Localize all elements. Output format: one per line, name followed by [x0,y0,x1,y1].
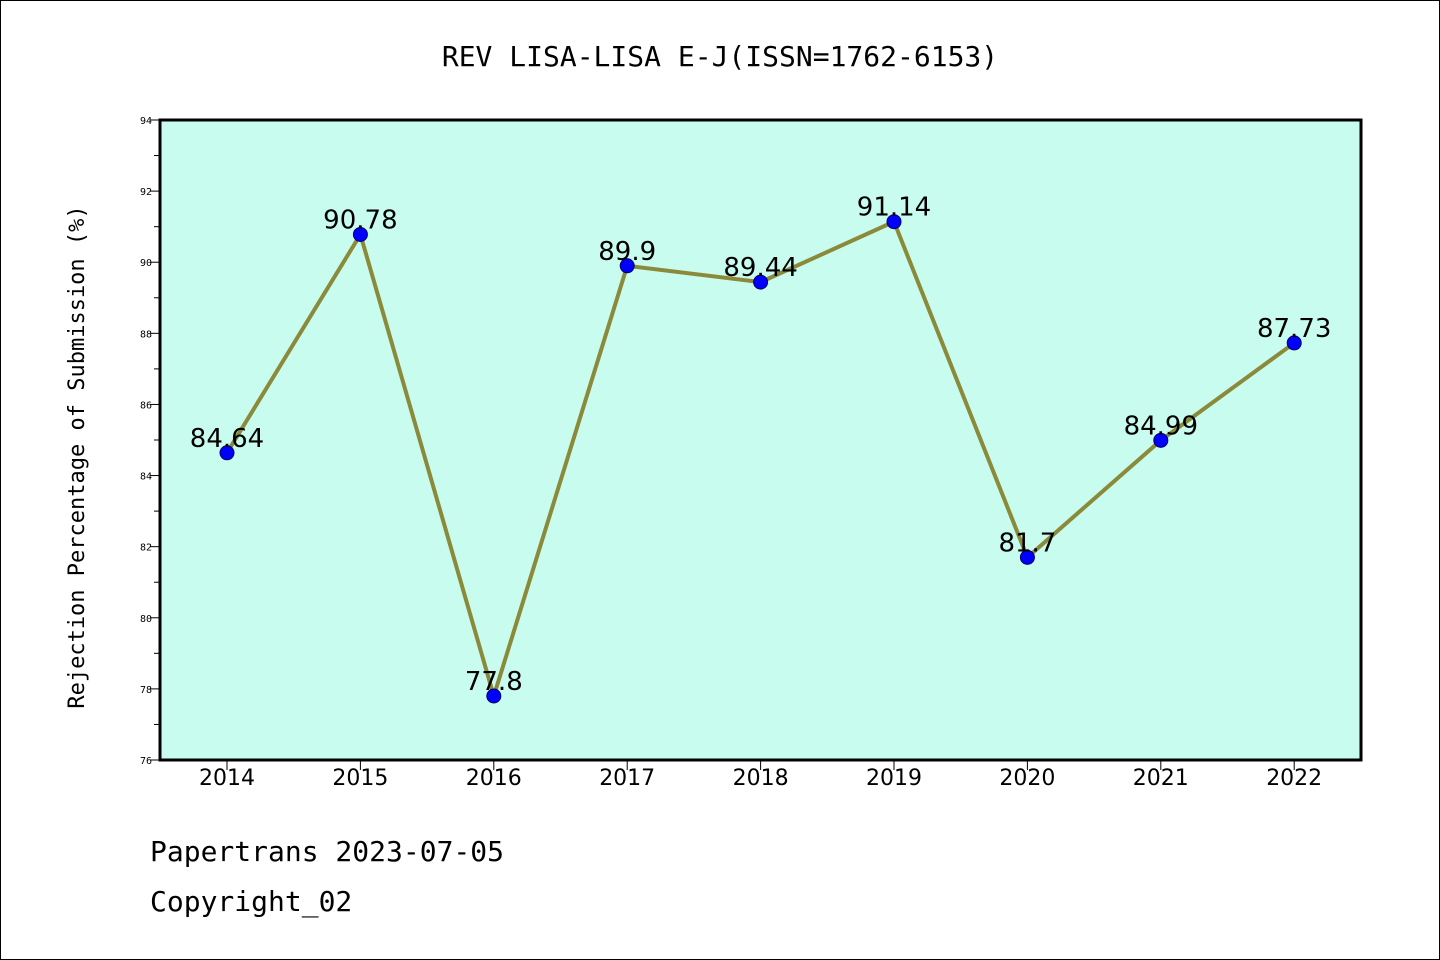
data-point [619,258,635,274]
data-point [219,445,235,461]
y-axis-label: Rejection Percentage of Submission (%) [65,205,90,708]
data-label: 89.44 [723,253,797,283]
y-tick-label: 94 [140,116,152,127]
data-label: 89.9 [598,237,656,267]
data-label: 81.7 [998,528,1056,558]
x-tick-label: 2014 [199,766,255,791]
x-tick-label: 2022 [1266,766,1322,791]
x-tick-label: 2020 [999,766,1055,791]
x-tick-label: 2021 [1133,766,1189,791]
data-point [753,274,769,290]
y-tick-label: 78 [140,685,152,696]
data-label: 84.64 [190,424,264,454]
y-tick-label: 76 [140,756,152,767]
y-tick-label: 86 [140,400,152,411]
footer-copyright: Copyright_02 [150,885,353,918]
data-label: 87.73 [1257,314,1331,344]
x-tick-label: 2016 [466,766,522,791]
data-point [352,226,368,242]
x-axis: 2014 2015 2016 2017 2018 2019 2020 2021 2022 [199,760,1322,791]
footer-date: Papertrans 2023-07-05 [150,835,505,868]
x-tick-label: 2019 [866,766,922,791]
data-label: 90.78 [323,205,397,235]
data-point [1153,432,1169,448]
data-labels: 84.64 90.78 77.8 89.9 89.44 91.14 81.7 84.99 87.… [190,193,1332,697]
data-point [486,688,502,704]
x-tick-label: 2018 [733,766,789,791]
data-label: 91.14 [857,193,931,223]
data-label: 77.8 [465,667,523,697]
y-tick-label: 84 [140,472,152,483]
y-tick-label: 90 [140,258,152,269]
data-point [886,214,902,230]
data-point [1286,335,1302,351]
chart-title: REV LISA-LISA E-J(ISSN=1762-6153) [442,40,998,73]
data-point [1019,549,1035,565]
x-tick-label: 2017 [599,766,655,791]
y-tick-label: 80 [140,614,152,625]
y-tick-label: 92 [140,187,152,198]
x-tick-label: 2015 [332,766,388,791]
data-label: 84.99 [1124,411,1198,441]
y-tick-label: 82 [140,543,152,554]
series-rejection [219,214,1302,704]
y-axis: 76 78 80 82 84 86 88 90 92 94 [140,116,160,767]
y-tick-label: 88 [140,329,152,340]
